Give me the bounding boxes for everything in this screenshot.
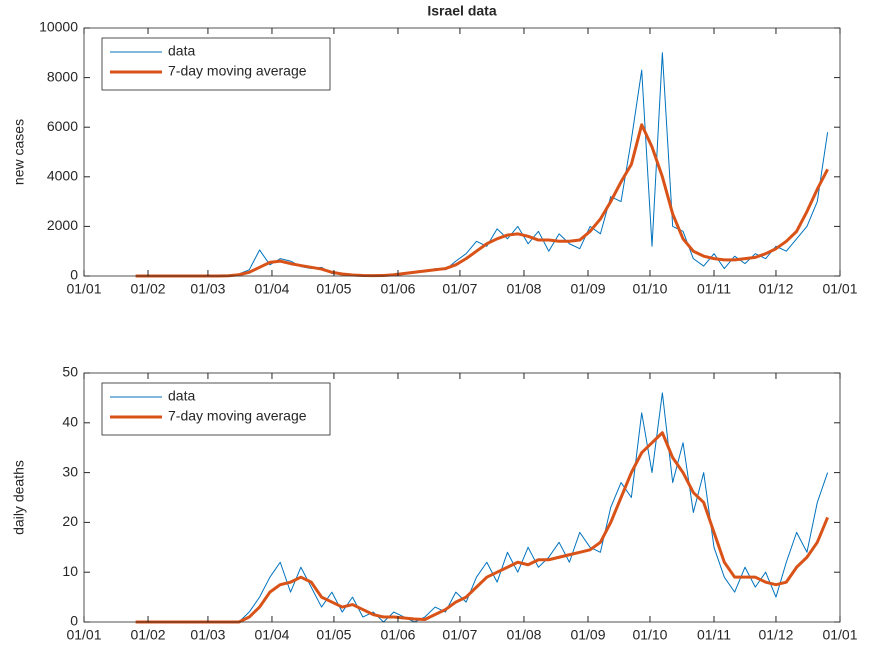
series-line [135, 431, 829, 624]
x-tick-label: 01/07 [442, 627, 477, 643]
y-tick-label: 10 [62, 563, 78, 579]
legend-box [101, 37, 331, 91]
legend-label: data [168, 388, 195, 404]
x-tick-label: 01/08 [506, 627, 541, 643]
y-axis-label: daily deaths [11, 460, 27, 535]
y-tick-label: 30 [62, 463, 78, 479]
x-tick-label: 01/09 [570, 627, 605, 643]
series-line [135, 52, 829, 277]
x-tick-label: 01/10 [632, 281, 667, 297]
x-tick-label: 01/05 [316, 627, 351, 643]
x-tick-label: 01/02 [131, 281, 166, 297]
x-tick-label: 01/07 [442, 281, 477, 297]
x-tick-label: 01/11 [697, 281, 731, 297]
y-tick-label: 50 [62, 364, 78, 380]
x-tick-label: 01/08 [506, 281, 541, 297]
x-tick-label: 01/12 [758, 627, 793, 643]
x-tick-label: 01/01 [66, 281, 101, 297]
x-tick-label: 01/01 [822, 281, 857, 297]
x-tick-label: 01/06 [380, 281, 415, 297]
x-tick-label: 01/12 [758, 281, 793, 297]
legend-box [101, 382, 331, 436]
legend-label: 7-day moving average [168, 63, 307, 79]
x-tick-label: 01/01 [66, 627, 101, 643]
y-tick-label: 20 [62, 513, 78, 529]
y-tick-label: 4000 [47, 168, 78, 184]
y-axis-label: new cases [11, 119, 27, 185]
y-tick-label: 0 [70, 613, 78, 629]
x-tick-label: 01/03 [190, 281, 225, 297]
legend-label: 7-day moving average [168, 408, 307, 424]
x-tick-label: 01/04 [254, 281, 289, 297]
x-tick-label: 01/11 [697, 627, 731, 643]
y-tick-label: 0 [70, 267, 78, 283]
series-line [135, 392, 829, 623]
axes-box [83, 372, 841, 623]
axes-box [83, 27, 841, 277]
legend-label: data [168, 43, 195, 59]
y-tick-label: 2000 [47, 217, 78, 233]
x-tick-label: 01/04 [254, 627, 289, 643]
x-tick-label: 01/10 [632, 627, 667, 643]
y-tick-label: 40 [62, 414, 78, 430]
x-tick-label: 01/03 [190, 627, 225, 643]
y-tick-label: 8000 [47, 68, 78, 84]
series-line [135, 123, 829, 278]
x-tick-label: 01/06 [380, 627, 415, 643]
x-tick-label: 01/05 [316, 281, 351, 297]
x-tick-label: 01/01 [822, 627, 857, 643]
chart-title: Israel data [427, 3, 496, 19]
x-tick-label: 01/02 [131, 627, 166, 643]
y-tick-label: 6000 [47, 118, 78, 134]
y-tick-label: 10000 [39, 19, 78, 35]
x-tick-label: 01/09 [570, 281, 605, 297]
